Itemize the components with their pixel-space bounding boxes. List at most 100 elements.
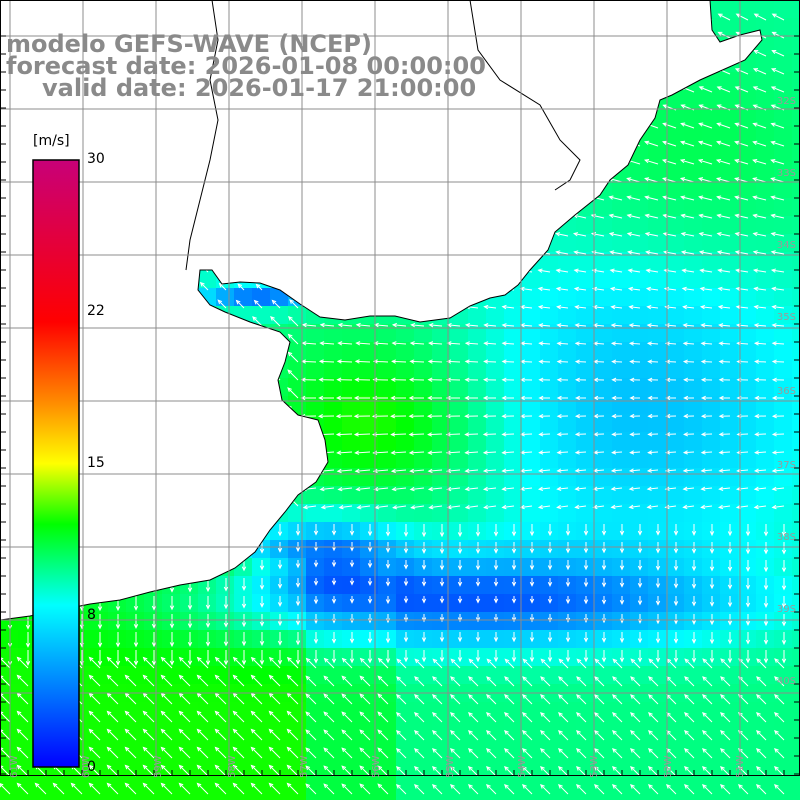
wind-arrow [716, 231, 731, 237]
wind-arrow [421, 650, 427, 663]
field-cell [666, 504, 685, 523]
field-cell [504, 378, 523, 397]
lat-label: 33S [776, 168, 796, 179]
wind-arrow [319, 341, 335, 346]
field-cell [486, 378, 505, 397]
wind-arrow [702, 694, 713, 705]
wind-arrow [317, 414, 335, 419]
wind-arrow [464, 504, 479, 510]
wind-arrow [727, 650, 733, 664]
field-cell [504, 342, 523, 361]
wind-arrow [431, 783, 443, 795]
wind-arrow [521, 783, 533, 795]
field-cell [774, 450, 793, 469]
field-cell [666, 792, 685, 800]
wind-arrow [754, 377, 767, 383]
field-cell [396, 576, 415, 595]
wind-arrow [753, 286, 767, 292]
field-cell [18, 774, 37, 793]
wind-arrow [385, 524, 391, 537]
wind-arrow [576, 766, 587, 777]
wind-arrow [522, 766, 533, 777]
field-cell [414, 450, 433, 469]
field-cell [144, 594, 163, 613]
wind-arrow [755, 783, 767, 795]
field-cell [792, 144, 800, 163]
wind-arrow [720, 712, 731, 723]
wind-arrow [196, 764, 209, 777]
wind-arrow [619, 524, 625, 536]
wind-arrow [655, 596, 661, 606]
field-cell [720, 738, 739, 757]
wind-arrow [611, 395, 623, 401]
wind-arrow [612, 766, 623, 777]
field-cell [234, 666, 253, 685]
wind-arrow [16, 710, 29, 723]
wind-arrow [683, 413, 695, 419]
wind-arrow [390, 468, 407, 474]
field-cell [774, 360, 793, 379]
field-cell [594, 702, 613, 721]
field-cell [576, 540, 595, 559]
wind-arrow [565, 560, 571, 571]
field-cell [792, 198, 800, 217]
wind-arrow [702, 676, 713, 687]
wind-arrow [718, 486, 731, 491]
field-cell [432, 666, 451, 685]
wind-arrow [626, 213, 641, 219]
colorbar [32, 159, 80, 768]
field-cell [720, 468, 739, 487]
field-cell [756, 432, 775, 451]
wind-arrow [583, 578, 589, 588]
field-cell [612, 252, 631, 271]
field-cell [432, 450, 451, 469]
wind-arrow [770, 122, 785, 129]
field-cell [306, 504, 325, 523]
field-cell [0, 792, 19, 800]
wind-arrow [763, 560, 769, 573]
wind-arrow [485, 765, 497, 777]
wind-arrow [522, 712, 533, 723]
field-cell [702, 630, 721, 649]
wind-arrow [718, 432, 731, 437]
field-cell [504, 396, 523, 415]
field-cell [558, 486, 577, 505]
field-cell [774, 630, 793, 649]
wind-arrow [450, 658, 461, 669]
wind-arrow [556, 341, 569, 346]
wind-arrow [313, 650, 319, 664]
field-cell [144, 612, 163, 631]
lon-label: 59W [153, 755, 164, 778]
wind-arrow [178, 782, 191, 795]
field-cell [612, 450, 631, 469]
wind-arrow [709, 596, 715, 607]
field-cell [612, 324, 631, 343]
wind-arrow [637, 650, 643, 663]
wind-arrow [771, 450, 785, 455]
wind-arrow [493, 650, 499, 663]
wind-arrow [556, 323, 569, 328]
wind-arrow [701, 783, 713, 795]
wind-arrow [88, 674, 101, 687]
wind-arrow [735, 286, 749, 292]
field-cell [666, 540, 685, 559]
wind-arrow [752, 250, 767, 255]
field-cell [576, 720, 595, 739]
wind-arrow [349, 596, 355, 604]
wind-arrow [619, 578, 625, 588]
field-cell [702, 270, 721, 289]
wind-arrow [504, 694, 515, 705]
field-cell [576, 486, 595, 505]
field-cell [756, 324, 775, 343]
field-cell [738, 252, 757, 271]
field-cell [648, 468, 667, 487]
wind-arrow [522, 730, 533, 741]
field-cell [522, 756, 541, 775]
wind-arrow [323, 783, 335, 795]
field-cell [522, 504, 541, 523]
wind-arrow [540, 658, 551, 669]
field-cell [324, 738, 343, 757]
field-cell [504, 468, 523, 487]
field-cell [342, 756, 361, 775]
wind-arrow [359, 693, 371, 705]
